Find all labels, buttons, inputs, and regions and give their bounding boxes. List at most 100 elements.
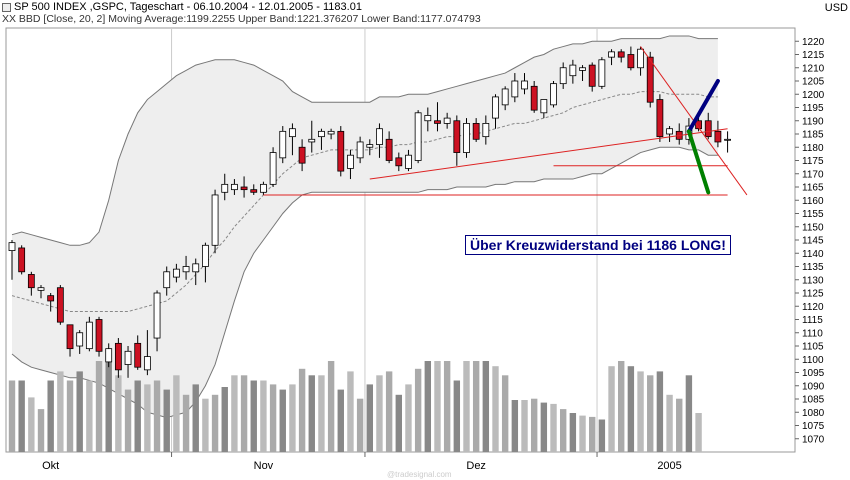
indicator-legend: XX BBD [Close, 20, 2] Moving Average:119… — [2, 13, 481, 25]
candle-body — [66, 324, 74, 350]
candle-body — [124, 350, 132, 365]
chart-title-text: SP 500 INDEX ,GSPC, Tageschart - 06.10.2… — [14, 1, 362, 13]
candle-body — [405, 154, 412, 169]
y-tick-label: 1200 — [802, 90, 825, 101]
volume-bar — [260, 380, 267, 452]
volume-bar — [134, 380, 141, 452]
volume-bar — [676, 398, 683, 452]
candle-body — [95, 319, 103, 352]
watermark: @tradesignal.com — [387, 470, 452, 479]
trendline — [369, 128, 728, 180]
volume-bar — [337, 389, 344, 452]
candle-body — [424, 115, 432, 122]
candle-body — [724, 138, 731, 141]
candle-body — [627, 54, 635, 69]
volume-bar — [385, 371, 393, 452]
volume-bar — [395, 394, 402, 452]
volume-bar — [163, 389, 170, 452]
volume-bar — [627, 366, 635, 452]
y-tick-label: 1115 — [802, 315, 823, 326]
volume-bar — [318, 375, 325, 452]
volume-bar — [66, 380, 74, 452]
candle-body — [231, 183, 238, 191]
volume-bar — [347, 371, 354, 452]
x-tick-label: 2005 — [657, 460, 681, 472]
volume-bar — [240, 375, 248, 452]
chart-title: SP 500 INDEX ,GSPC, Tageschart - 06.10.2… — [2, 1, 362, 13]
candle-body — [608, 51, 615, 58]
candle-body — [617, 51, 625, 58]
candle-body — [289, 128, 296, 138]
moving-average-line — [11, 91, 718, 313]
candle-body — [656, 99, 664, 138]
y-tick-label: 1130 — [802, 275, 824, 286]
x-tick-label: Dez — [466, 460, 486, 472]
volume-bar — [356, 398, 364, 452]
y-tick-label: 1090 — [802, 381, 825, 392]
candles — [8, 46, 731, 378]
y-tick-label: 1075 — [802, 421, 825, 432]
y-tick-label: 1160 — [802, 196, 824, 207]
candle-body — [472, 123, 480, 140]
candle-body — [18, 247, 26, 273]
y-tick-label: 1120 — [802, 302, 824, 313]
candle-body — [105, 348, 113, 363]
volume-bar — [521, 400, 528, 452]
candle-body — [192, 263, 200, 273]
volume-bar — [28, 397, 35, 452]
volume-bar — [414, 368, 422, 452]
candle-body — [521, 80, 528, 90]
band-fill — [12, 35, 718, 418]
volume-bar — [482, 361, 490, 452]
trendlines — [263, 46, 748, 196]
volume-bar — [453, 380, 461, 452]
axes: 1070 1075 1080 1085 1090 1095 1100 1105 1110 1115… — [42, 37, 825, 472]
volume-bar — [37, 409, 45, 452]
volume-bar — [327, 361, 335, 452]
candle-body — [308, 138, 316, 143]
y-tick-label: 1105 — [802, 342, 824, 353]
volume-bar — [86, 380, 93, 452]
volume-bar — [124, 389, 132, 452]
volume-bar — [115, 375, 122, 452]
candle-body — [598, 59, 606, 87]
candle-body — [434, 120, 441, 124]
volume-bar — [18, 380, 25, 452]
candle-body — [443, 117, 451, 124]
y-tick-label: 1150 — [802, 222, 824, 233]
volume-bar — [540, 402, 548, 452]
y-tick-label: 1190 — [802, 116, 824, 127]
candle-body — [163, 271, 171, 289]
candle-body — [385, 138, 393, 161]
y-tick-label: 1195 — [802, 103, 824, 114]
y-tick-label: 1170 — [802, 169, 824, 180]
candle-body — [37, 287, 45, 291]
y-tick-label: 1210 — [802, 63, 825, 74]
x-tick-label: Nov — [254, 460, 274, 472]
y-tick-label: 1145 — [802, 236, 824, 247]
candle-body — [327, 130, 335, 135]
y-tick-label: 1165 — [802, 183, 824, 194]
volume-bar — [666, 394, 673, 452]
volume-bar — [424, 361, 432, 452]
volume-bars — [8, 361, 702, 452]
volume-bar — [366, 384, 373, 452]
candle-body — [27, 274, 35, 289]
candle-body — [550, 83, 557, 106]
volume-bar — [511, 400, 519, 452]
candle-body — [240, 186, 248, 191]
volume-bar — [695, 413, 702, 452]
candle-body — [395, 157, 403, 167]
volume-bar — [569, 413, 577, 452]
candle-body — [153, 292, 161, 339]
volume-bar — [153, 380, 161, 452]
callout-annotation: Über Kreuzwiderstand bei 1186 LONG! — [465, 235, 731, 255]
volume-bar — [685, 375, 693, 452]
y-tick-label: 1180 — [802, 143, 824, 154]
symbol-icon — [2, 2, 11, 12]
y-tick-label: 1220 — [802, 37, 825, 48]
candle-body — [376, 128, 383, 145]
candle-body — [666, 128, 673, 135]
candle-body — [337, 130, 345, 172]
